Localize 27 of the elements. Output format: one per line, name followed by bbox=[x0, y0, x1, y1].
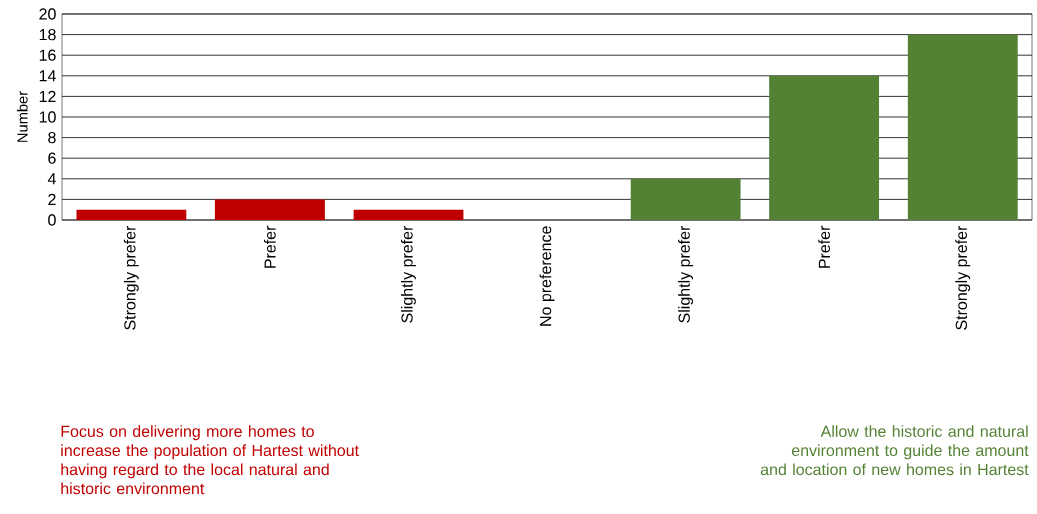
bar bbox=[907, 34, 1018, 220]
x-tick-label: Prefer bbox=[263, 225, 276, 268]
x-tick-label: Strongly prefer bbox=[123, 225, 139, 330]
text: Allow the historic and natural environment to guide the amount and location of new homes in Hartest bbox=[760, 425, 1029, 476]
x-tick-label: Slightly prefer bbox=[678, 225, 694, 323]
y-tick-label: 14 bbox=[39, 70, 56, 82]
y-tick-label: 2 bbox=[48, 193, 56, 205]
y-tick-label: 16 bbox=[39, 49, 56, 61]
bar bbox=[769, 75, 880, 220]
x-tick-label: Strongly prefer bbox=[955, 225, 971, 330]
y-tick-label: 8 bbox=[48, 131, 56, 144]
y-tick-label: 20 bbox=[39, 8, 56, 20]
y-tick-label: 18 bbox=[39, 28, 56, 41]
y-tick-label: 0 bbox=[48, 214, 56, 226]
bar bbox=[76, 209, 187, 220]
bar bbox=[630, 178, 741, 220]
x-tick-label: Slightly prefer bbox=[400, 225, 416, 323]
y-axis-title: Number bbox=[16, 91, 28, 142]
y-tick-label: 6 bbox=[48, 152, 56, 164]
bar bbox=[353, 209, 464, 220]
text: Focus on delivering more homes to increase the population of Hartest without having regard to the local natural and historic environment bbox=[61, 425, 359, 495]
x-tick-label: No preference bbox=[539, 226, 555, 326]
y-tick-label: 4 bbox=[47, 173, 56, 185]
y-tick-label: 12 bbox=[39, 90, 56, 102]
y-tick-label: 10 bbox=[39, 111, 56, 123]
bar bbox=[214, 199, 325, 220]
x-tick-label: Prefer bbox=[818, 225, 831, 268]
